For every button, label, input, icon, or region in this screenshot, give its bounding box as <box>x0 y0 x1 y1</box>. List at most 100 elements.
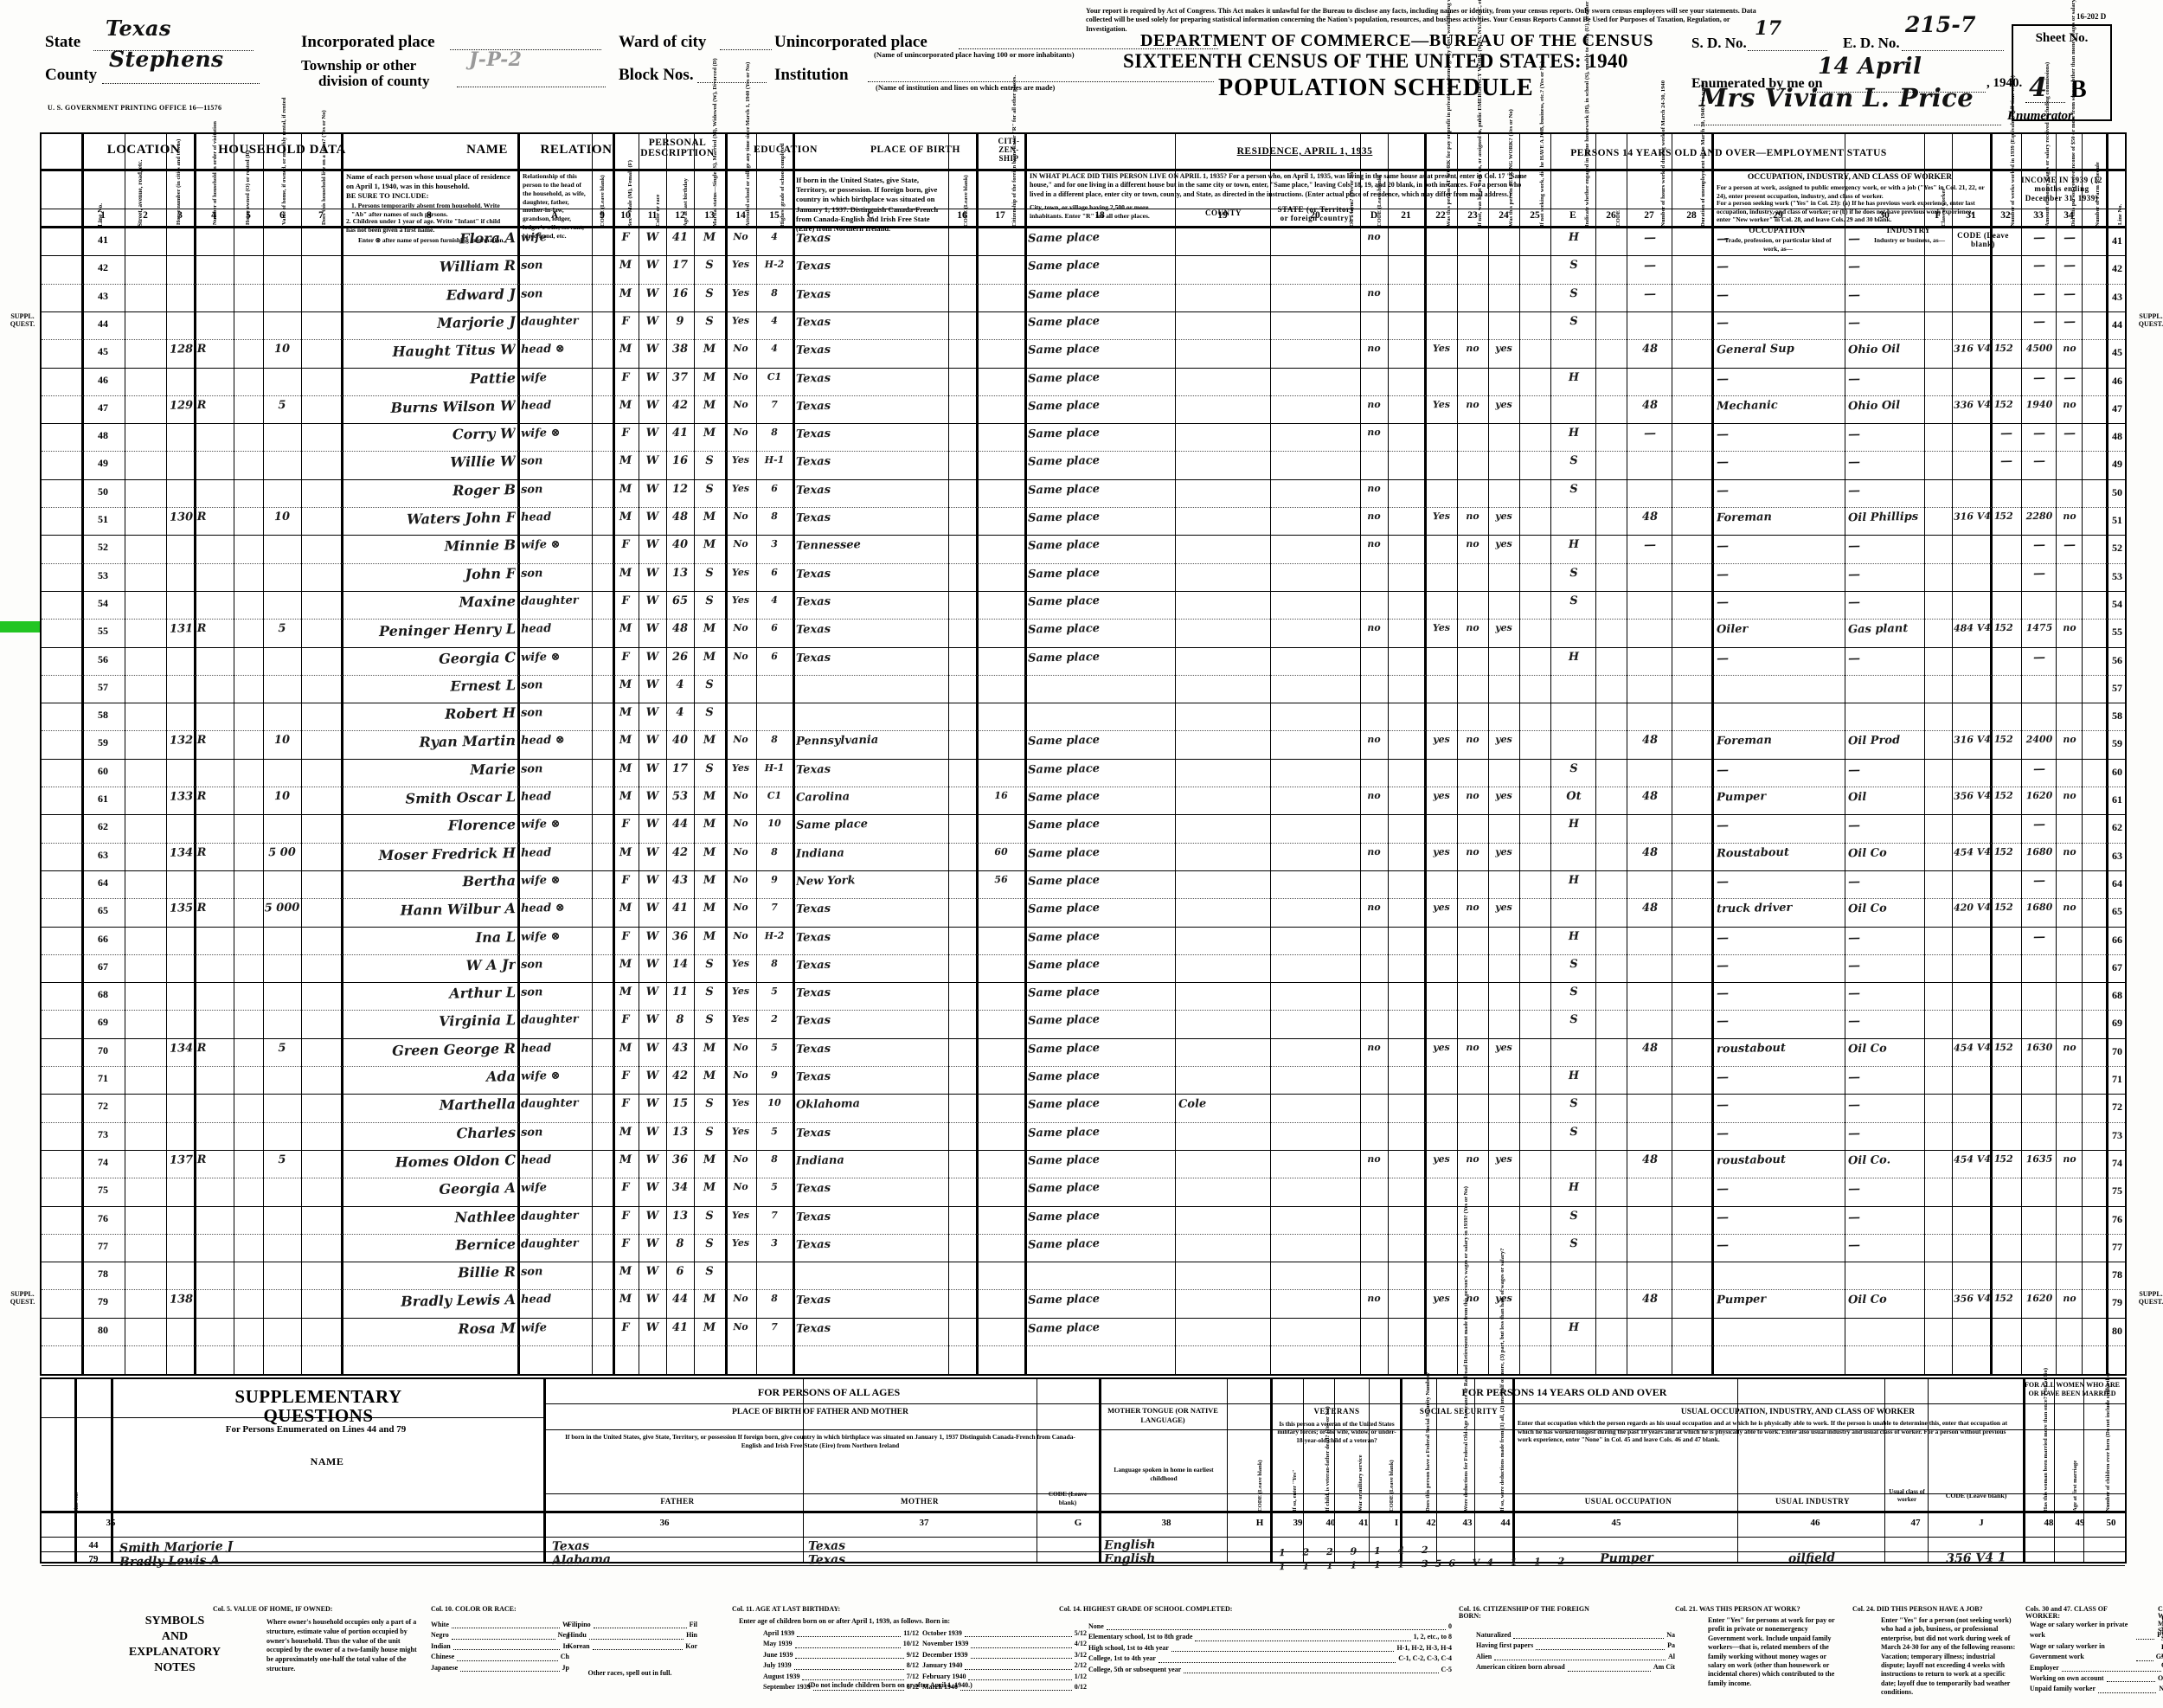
cell-c26[interactable]: 48 <box>1641 902 1659 915</box>
cell-marital[interactable]: S <box>705 706 714 720</box>
cell-race[interactable]: W <box>645 1236 659 1250</box>
cell-res_city[interactable]: Same place <box>1027 957 1101 973</box>
cell-industry[interactable]: — <box>1847 1014 1861 1029</box>
cell-c26[interactable]: 48 <box>1641 734 1659 748</box>
cell-name[interactable]: Georgia C <box>438 648 517 667</box>
cell-res_city[interactable]: Same place <box>1027 1209 1101 1224</box>
cell-occupation[interactable]: roustabout <box>1716 1041 1787 1056</box>
cell-relation[interactable]: son <box>520 706 543 720</box>
cell-industry[interactable]: Ohio Oil <box>1847 343 1901 357</box>
cell-res_city[interactable]: Same place <box>1027 1320 1101 1336</box>
cell-relation[interactable]: head <box>520 622 552 636</box>
cell-industry[interactable]: — <box>1847 930 1861 945</box>
cell-occupation[interactable]: — <box>1716 455 1730 470</box>
cell-marital[interactable]: M <box>703 1041 716 1055</box>
cell-grade[interactable]: 6 <box>771 482 778 494</box>
cell-name[interactable]: Florence <box>447 816 517 834</box>
cell-c32[interactable]: — <box>2032 761 2046 776</box>
cell-line[interactable]: 73 <box>98 1127 108 1140</box>
cell-school[interactable]: Yes <box>731 1125 750 1137</box>
cell-age[interactable]: 41 <box>671 230 689 245</box>
cell-c25[interactable]: S <box>1569 1125 1578 1139</box>
cell-value[interactable]: 5 <box>278 1153 286 1166</box>
cell-grade[interactable]: 4 <box>771 594 778 606</box>
cell-race[interactable]: W <box>645 1153 659 1167</box>
cell-birthplace[interactable]: Texas <box>795 930 831 945</box>
cell-c32[interactable]: — <box>2032 454 2046 469</box>
cell-sex[interactable]: M <box>619 286 632 300</box>
cell-sex[interactable]: M <box>619 789 632 804</box>
cell-race[interactable]: W <box>645 286 659 300</box>
cell-relation[interactable]: head <box>520 1293 552 1307</box>
cell-relation[interactable]: wife ⊗ <box>520 427 561 440</box>
cell-age[interactable]: 48 <box>671 510 689 524</box>
cell-c31[interactable]: 52 <box>1999 1153 2013 1165</box>
cell-relation[interactable]: daughter <box>520 1012 579 1028</box>
cell-grade[interactable]: 8 <box>771 1153 778 1165</box>
cell-line[interactable]: 46 <box>98 373 108 386</box>
cell-name[interactable]: Robert H <box>444 704 517 722</box>
cell-grade[interactable]: 8 <box>771 510 778 523</box>
cell-industry[interactable]: — <box>1847 287 1861 302</box>
cell-birthplace[interactable]: Texas <box>795 958 831 973</box>
cell-c25[interactable]: S <box>1569 986 1578 999</box>
cell-marital[interactable]: S <box>705 986 714 999</box>
cell-industry[interactable]: Oil Co. <box>1847 1153 1891 1168</box>
cell-c26[interactable]: 48 <box>1641 343 1659 356</box>
cell-farm[interactable]: no <box>1367 510 1381 523</box>
cell-relation[interactable]: son <box>520 761 543 776</box>
cell-c25[interactable]: S <box>1569 594 1578 607</box>
cell-c32[interactable]: 1635 <box>2025 1153 2053 1165</box>
cell-sex[interactable]: F <box>621 370 630 384</box>
cell-c25[interactable]: S <box>1569 454 1578 468</box>
cell-industry[interactable]: — <box>1847 1182 1861 1197</box>
cell-c25[interactable]: S <box>1569 314 1578 328</box>
cell-res_city[interactable]: Same place <box>1027 1153 1101 1168</box>
cell-line[interactable]: 50 <box>98 485 108 498</box>
cell-race[interactable]: W <box>645 538 659 552</box>
cell-race[interactable]: W <box>645 761 659 775</box>
cell-name[interactable]: Ina L <box>475 928 517 946</box>
cell-res_city[interactable]: Same place <box>1027 398 1101 414</box>
cell-c25[interactable]: S <box>1569 482 1578 496</box>
cell-industry[interactable]: Ohio Oil <box>1847 399 1901 414</box>
cell-sex[interactable]: M <box>619 1293 632 1307</box>
cell-relation[interactable]: son <box>520 986 543 999</box>
cell-school[interactable]: Yes <box>731 259 750 271</box>
cell-res_city[interactable]: Same place <box>1027 1236 1101 1252</box>
cell-c32[interactable]: 1940 <box>2025 398 2053 411</box>
cell-c23[interactable]: yes <box>1495 343 1512 355</box>
cell-occupation[interactable]: — <box>1716 930 1730 945</box>
cell-c25[interactable]: S <box>1569 761 1578 775</box>
cell-sex[interactable]: F <box>621 538 630 552</box>
cell-name[interactable]: Marjorie J <box>437 313 517 331</box>
cell-birthplace[interactable]: Carolina <box>795 790 850 805</box>
cell-marital[interactable]: S <box>705 1265 714 1279</box>
cell-age[interactable]: 26 <box>671 650 689 664</box>
cell-c21[interactable]: yes <box>1433 1041 1450 1053</box>
cell-industry[interactable]: Gas plant <box>1847 622 1909 637</box>
cell-relation[interactable]: head ⊗ <box>520 734 565 748</box>
cell-relation[interactable]: son <box>520 1265 543 1279</box>
cell-household[interactable]: 130 R <box>169 510 207 524</box>
cell-industry[interactable]: — <box>1847 986 1861 1001</box>
cell-c25[interactable]: H <box>1568 426 1580 440</box>
cell-industry[interactable]: Oil Co <box>1847 846 1887 860</box>
cell-res_city[interactable]: Same place <box>1027 1293 1101 1308</box>
cell-c33[interactable]: no <box>2063 734 2076 746</box>
cell-relation[interactable]: son <box>520 678 543 692</box>
cell-race[interactable]: W <box>645 482 659 496</box>
cell-name[interactable]: John F <box>465 564 517 582</box>
cell-res_city[interactable]: Same place <box>1027 622 1101 637</box>
cell-age[interactable]: 37 <box>671 370 689 384</box>
cell-c32[interactable]: 2400 <box>2025 734 2053 746</box>
cell-res_city[interactable]: Same place <box>1027 873 1101 889</box>
cell-relation[interactable]: son <box>520 566 543 581</box>
cell-sex[interactable]: M <box>619 1041 632 1055</box>
cell-school[interactable]: No <box>733 230 748 243</box>
cell-birthplace[interactable]: Texas <box>795 1321 831 1336</box>
cell-res_city[interactable]: Same place <box>1027 818 1101 832</box>
cell-marital[interactable]: M <box>703 370 716 384</box>
cell-c33[interactable]: no <box>2063 789 2076 802</box>
cell-name[interactable]: Flora A <box>459 229 517 247</box>
